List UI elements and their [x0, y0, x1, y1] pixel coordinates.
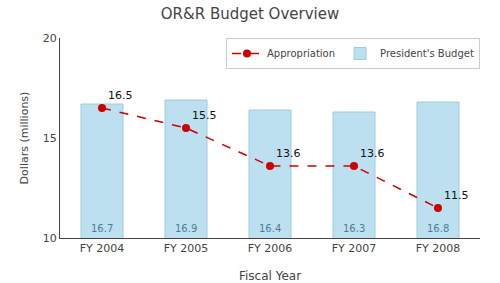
- svg-text:OR&R Budget Overview: OR&R Budget Overview: [161, 5, 339, 23]
- svg-text:FY 2004: FY 2004: [80, 242, 125, 255]
- svg-text:13.6: 13.6: [360, 147, 385, 160]
- svg-text:FY 2008: FY 2008: [416, 242, 461, 255]
- svg-text:16.3: 16.3: [343, 223, 365, 234]
- svg-text:FY 2005: FY 2005: [164, 242, 209, 255]
- svg-text:16.9: 16.9: [175, 223, 197, 234]
- svg-text:20: 20: [43, 32, 57, 45]
- svg-text:16.4: 16.4: [259, 223, 281, 234]
- svg-text:FY 2006: FY 2006: [248, 242, 293, 255]
- svg-text:15: 15: [43, 132, 57, 145]
- svg-text:FY 2007: FY 2007: [332, 242, 377, 255]
- svg-text:11.5: 11.5: [444, 189, 469, 202]
- svg-text:16.7: 16.7: [91, 223, 113, 234]
- svg-text:13.6: 13.6: [276, 147, 301, 160]
- svg-text:Dollars (millions): Dollars (millions): [18, 92, 31, 185]
- svg-text:16.5: 16.5: [108, 89, 133, 102]
- svg-text:15.5: 15.5: [192, 109, 217, 122]
- svg-text:10: 10: [43, 232, 57, 245]
- svg-text:Fiscal Year: Fiscal Year: [239, 269, 301, 283]
- svg-text:16.8: 16.8: [427, 223, 449, 234]
- svg-text:President's Budget: President's Budget: [380, 48, 474, 59]
- svg-text:Appropriation: Appropriation: [267, 48, 335, 59]
